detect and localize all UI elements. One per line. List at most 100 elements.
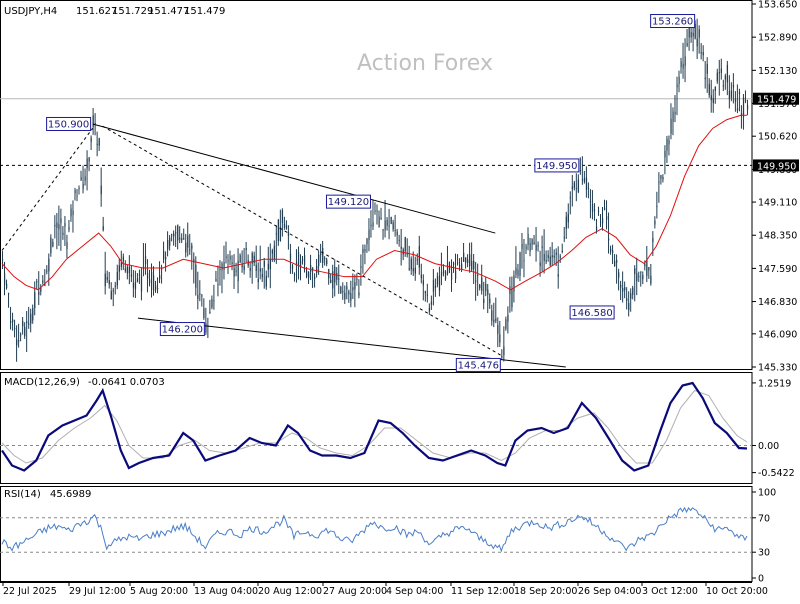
macd-tick-label: 0.00 [758, 441, 779, 452]
candle-body [273, 245, 276, 259]
candle-body [553, 255, 555, 258]
candle-body [173, 233, 175, 237]
candle-body [517, 269, 519, 276]
candle-body [696, 38, 698, 47]
candle-body [734, 98, 737, 102]
candle-body [662, 177, 664, 180]
time-tick-label: 5 Aug 20:00 [130, 586, 188, 597]
candle-body [281, 210, 284, 224]
candle-body [279, 227, 282, 242]
candle-body [90, 137, 92, 142]
candle-body [473, 260, 475, 270]
candle-body [257, 278, 259, 283]
rsi-tick-label: 0 [758, 574, 764, 585]
candle-body [650, 275, 652, 284]
price-annotation-box [534, 158, 580, 173]
candle-body [187, 235, 189, 248]
candle-body [483, 298, 485, 303]
candle-body [505, 319, 507, 329]
candle-body [507, 314, 509, 322]
candle-body [676, 84, 678, 88]
candle-body [52, 241, 54, 247]
candle-body [535, 244, 537, 251]
candle-body [114, 285, 116, 287]
candle-body [84, 176, 86, 181]
candle-body [275, 233, 278, 235]
candle-body [163, 250, 165, 260]
candle-body [116, 271, 118, 286]
candle-body [169, 237, 171, 246]
candle-body [18, 340, 20, 342]
candle-body [450, 271, 453, 280]
ohlc-low: 151.477 [148, 6, 189, 17]
candle-body [479, 284, 481, 289]
time-tick-label: 26 Sep 04:00 [578, 586, 641, 597]
candle-body [239, 255, 241, 263]
candle-body [416, 259, 418, 261]
candle-body [229, 256, 231, 260]
price-tick-label: 146.830 [758, 297, 797, 308]
price-annotation-label: 146.200 [162, 325, 203, 336]
candle-body [682, 63, 684, 69]
candle-body [652, 237, 654, 243]
candle-body [68, 226, 70, 230]
candle-body [209, 311, 211, 313]
candle-body [211, 299, 213, 308]
candle-body [386, 219, 388, 226]
candle-body [563, 237, 565, 239]
candle-body [626, 298, 628, 301]
candle-body [237, 260, 239, 281]
time-tick-label: 20 Aug 12:00 [258, 586, 322, 597]
candle-body [543, 254, 545, 261]
candle-body [511, 288, 513, 308]
candle-body [100, 185, 102, 195]
price-tick-label: 146.090 [758, 329, 797, 340]
candle-body [593, 209, 596, 211]
candle-body [177, 224, 179, 241]
candle-body [189, 249, 191, 251]
candle-body [342, 291, 344, 293]
candle-body [96, 143, 98, 145]
candle-body [493, 319, 495, 323]
candle-body [346, 286, 348, 290]
candle-body [467, 259, 469, 263]
candle-body [555, 252, 557, 255]
candle-body [302, 258, 304, 261]
candle-body [489, 298, 491, 304]
candle-body [559, 256, 561, 258]
ohlc-high: 151.729 [112, 6, 153, 17]
candle-body [424, 291, 427, 294]
candle-body [20, 334, 22, 336]
candle-body [243, 265, 245, 271]
candle-body [277, 220, 280, 242]
candle-body [388, 225, 390, 227]
candle-body [144, 255, 147, 265]
candle-body [616, 259, 618, 263]
candle-body [694, 23, 696, 39]
candle-body [422, 280, 425, 286]
candle-body [146, 272, 149, 280]
time-tick-label: 13 Aug 04:00 [194, 586, 258, 597]
candle-body [660, 175, 662, 179]
candle-body [569, 197, 571, 199]
candle-body [56, 222, 58, 229]
candle-body [720, 68, 722, 73]
candle-body [134, 282, 137, 290]
candle-body [316, 266, 318, 273]
candle-body [287, 231, 290, 237]
candle-body [46, 270, 48, 272]
time-tick-label: 4 Sep 04:00 [386, 586, 443, 597]
candle-body [702, 52, 704, 56]
current-price-box [753, 92, 799, 105]
price-tick-label: 145.330 [758, 363, 797, 374]
candle-body [297, 251, 300, 266]
panel-frame-1 [0, 0, 753, 370]
candle-body [306, 270, 308, 277]
candle-body [34, 292, 36, 309]
price-annotation-label: 149.950 [536, 161, 577, 172]
candle-body [509, 286, 511, 295]
candle-body [179, 237, 181, 240]
candle-body [126, 266, 129, 274]
